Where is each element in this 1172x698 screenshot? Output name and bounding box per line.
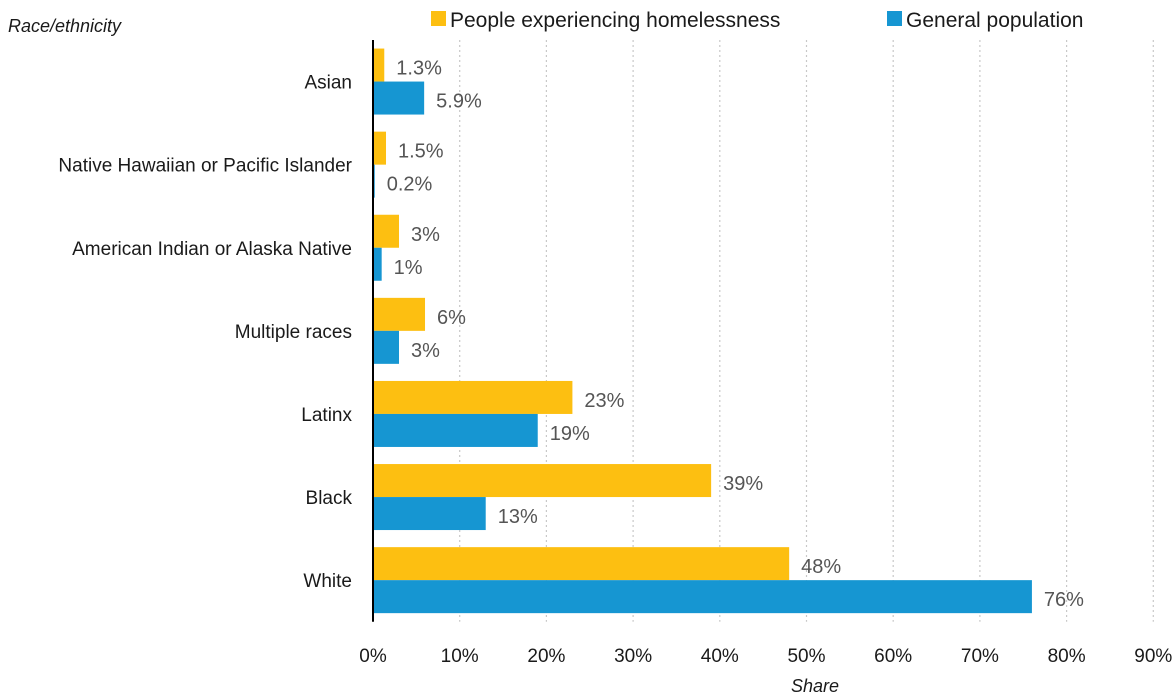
data-label: 5.9%	[436, 91, 482, 113]
data-label: 3%	[411, 340, 440, 362]
bar-general	[373, 81, 425, 115]
bar-homeless	[373, 297, 426, 331]
x-tick-label: 70%	[961, 646, 999, 667]
legend-label-homeless: People experiencing homelessness	[450, 9, 780, 32]
data-label: 1%	[394, 257, 423, 279]
bar-general	[373, 497, 486, 531]
x-tick-label: 30%	[614, 646, 652, 667]
bar-general	[373, 580, 1032, 614]
x-tick-labels: 0% 10% 20% 30% 40% 50% 60% 70% 80% 90%	[359, 646, 1172, 667]
data-label: 23%	[584, 390, 624, 412]
x-tick-label: 90%	[1134, 646, 1172, 667]
data-label: 6%	[437, 307, 466, 329]
data-label: 39%	[723, 473, 763, 495]
x-tick-label: 50%	[787, 646, 825, 667]
bar-general	[373, 247, 382, 281]
x-tick-label: 20%	[527, 646, 565, 667]
x-tick-label: 60%	[874, 646, 912, 667]
category-label: Black	[306, 488, 353, 509]
bar-homeless	[373, 380, 573, 414]
x-tick-label: 10%	[441, 646, 479, 667]
x-tick-label: 0%	[359, 646, 387, 667]
bar-homeless	[373, 214, 400, 248]
bar-homeless	[373, 547, 790, 581]
legend-swatch-general	[887, 11, 902, 26]
category-labels: Asian Native Hawaiian or Pacific Islander…	[58, 73, 352, 593]
x-tick-label: 80%	[1048, 646, 1086, 667]
legend-label-general: General population	[906, 9, 1083, 32]
category-label: Latinx	[301, 405, 352, 426]
data-label: 3%	[411, 224, 440, 246]
bar-homeless	[373, 48, 385, 82]
data-label: 76%	[1044, 589, 1084, 611]
bar-homeless	[373, 464, 712, 498]
bar-general	[373, 413, 538, 447]
data-labels: 1.3% 5.9% 1.5% 0.2% 3% 1% 6% 3% 23% 19% 39% 13% 48% 7…	[387, 58, 1084, 612]
gridlines	[459, 40, 1154, 622]
legend-swatch-homeless	[431, 11, 446, 26]
data-label: 1.5%	[398, 141, 444, 163]
category-label: Asian	[304, 73, 352, 94]
data-label: 13%	[498, 506, 538, 528]
bar-homeless	[373, 131, 387, 165]
y-axis-title: Race/ethnicity	[8, 16, 122, 36]
legend: People experiencing homelessness General…	[431, 9, 1083, 32]
x-axis-title: Share	[791, 676, 839, 696]
category-label: American Indian or Alaska Native	[72, 239, 352, 260]
bar-general	[373, 330, 400, 364]
data-label: 0.2%	[387, 174, 433, 196]
category-label: Multiple races	[235, 322, 352, 343]
category-label: Native Hawaiian or Pacific Islander	[58, 156, 352, 177]
bars	[373, 48, 1032, 614]
category-label: White	[303, 571, 352, 592]
data-label: 1.3%	[396, 58, 442, 80]
data-label: 19%	[550, 423, 590, 445]
data-label: 48%	[801, 556, 841, 578]
x-tick-label: 40%	[701, 646, 739, 667]
